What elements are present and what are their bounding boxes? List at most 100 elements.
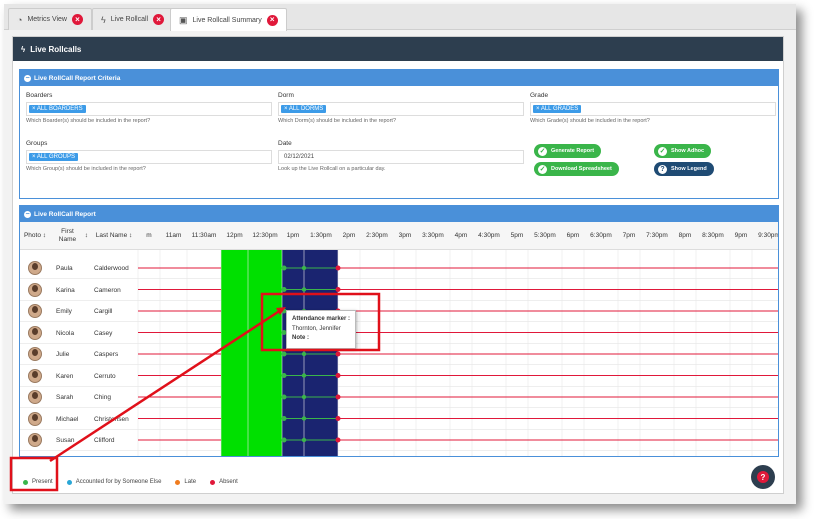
collapse-icon[interactable]: − — [24, 210, 31, 218]
tab-metrics-view[interactable]: ◔ Metrics View × — [8, 8, 92, 30]
time-column-header[interactable]: 7:30pm — [646, 232, 668, 240]
time-column-header[interactable]: 5pm — [510, 232, 524, 240]
grade-tag[interactable]: × ALL GRADES — [533, 105, 582, 113]
present-time-block — [221, 250, 282, 456]
tooltip-name: Thornton, Jennifer — [292, 325, 341, 332]
panel-title: Live Rollcalls — [30, 44, 82, 54]
dorm-select[interactable]: × ALL DORMS — [278, 102, 524, 116]
annotation-arrow-head — [276, 307, 286, 315]
time-column-header[interactable]: 1pm — [286, 232, 300, 240]
grade-select[interactable]: × ALL GRADES — [530, 102, 776, 116]
time-column-header[interactable]: 6:30pm — [590, 232, 612, 240]
time-column-header[interactable]: 8pm — [678, 232, 692, 240]
download-spreadsheet-button[interactable]: ✓ Download Spreadsheet — [534, 162, 619, 176]
time-column-header[interactable]: 11am — [165, 232, 182, 240]
time-column-header[interactable]: 9:30pm — [758, 232, 779, 240]
avatar — [28, 261, 42, 275]
tab-label: Live Rollcall — [110, 16, 149, 23]
dorm-tag[interactable]: × ALL DORMS — [281, 105, 327, 113]
collapse-icon[interactable]: − — [24, 74, 31, 82]
first-name-cell: Sarah — [56, 394, 74, 401]
time-column-header[interactable]: 4pm — [454, 232, 468, 240]
photo-column-header[interactable]: Photo ↕ — [23, 232, 47, 240]
dorm-help: Which Dorm(s) should be included in the … — [278, 118, 397, 124]
table-row[interactable]: Susan Clifford — [20, 430, 778, 451]
criteria-section: − Live RollCall Report Criteria Boarders… — [19, 69, 779, 199]
date-label: Date — [278, 140, 292, 147]
present-marker — [281, 394, 287, 400]
close-tab-icon[interactable]: × — [153, 14, 165, 25]
present-marker — [301, 351, 307, 357]
boarders-tag[interactable]: × ALL BOARDERS — [29, 105, 86, 113]
time-column-header[interactable]: 7pm — [622, 232, 636, 240]
table-row[interactable]: Sarah Ching — [20, 387, 778, 408]
first-name-cell: Julie — [56, 351, 70, 358]
last-name-column-header[interactable]: Last Name ↕ — [95, 232, 133, 240]
show-adhoc-button[interactable]: ✓ Show Adhoc — [654, 144, 712, 158]
avatar — [28, 325, 42, 340]
grade-field: Grade × ALL GRADES Which Grade(s) should… — [530, 92, 776, 124]
dorm-label: Dorm — [278, 92, 294, 99]
table-row[interactable]: Karina Cameron — [20, 280, 778, 301]
first-name-cell: Susan — [56, 437, 75, 444]
time-column-header[interactable]: 6pm — [566, 232, 580, 240]
time-column-header[interactable]: 3:30pm — [422, 232, 444, 240]
legend-dot — [66, 479, 72, 485]
time-column-header[interactable]: 4:30pm — [478, 232, 500, 240]
time-column-header[interactable]: 8:30pm — [702, 232, 724, 240]
present-marker — [301, 373, 307, 378]
present-marker — [281, 437, 287, 443]
accounted-time-block — [282, 250, 338, 456]
table-row[interactable]: Michael Christensen — [20, 409, 778, 430]
avatar — [28, 411, 42, 426]
groups-select[interactable]: × ALL GROUPS — [26, 150, 272, 164]
date-input[interactable]: 02/12/2021 — [278, 150, 524, 164]
time-column-header[interactable]: 11:30am — [191, 232, 217, 240]
tab-live-rollcall-summary[interactable]: ▣ Live Rollcall Summary × — [170, 8, 287, 31]
time-column-header[interactable]: m — [146, 232, 152, 240]
grade-label: Grade — [530, 92, 549, 99]
table-row[interactable]: Julie Caspers — [20, 344, 778, 365]
time-column-header[interactable]: 9pm — [734, 232, 748, 240]
time-column-header[interactable]: 2:30pm — [366, 232, 388, 240]
time-column-header[interactable]: 3pm — [398, 232, 412, 240]
help-chat-button[interactable]: ? — [751, 465, 775, 489]
table-row[interactable]: Emily Cargill — [20, 301, 778, 322]
first-name-column-header[interactable]: First Name ↕ — [58, 228, 88, 243]
legend-item-late: Late — [175, 479, 196, 485]
tab-live-rollcall[interactable]: ϟ Live Rollcall × — [92, 8, 174, 30]
generate-report-button[interactable]: ✓ Generate Report — [534, 144, 602, 158]
present-marker — [281, 416, 287, 421]
tooltip-highlight-box — [260, 292, 381, 352]
time-column-header[interactable]: 1:30pm — [310, 232, 332, 240]
present-marker — [281, 351, 287, 357]
table-row[interactable]: Karen Cerruto — [20, 366, 778, 387]
criteria-header[interactable]: − Live RollCall Report Criteria — [20, 70, 778, 86]
time-column-header[interactable]: 12:30pm — [252, 232, 278, 240]
absent-marker — [335, 437, 341, 443]
date-help: Look up the Live Rollcall on a particula… — [278, 166, 386, 172]
panel-header: ϟ Live Rollcalls — [13, 37, 783, 61]
last-name-cell: Casey — [94, 329, 113, 337]
table-row[interactable]: Nicola Casey — [20, 323, 778, 344]
attendance-tooltip: Attendance marker : Thornton, Jennifer N… — [286, 310, 357, 349]
table-row[interactable]: Paula Calderwood — [20, 258, 778, 279]
boarders-select[interactable]: × ALL BOARDERS — [26, 102, 272, 116]
legend-item-accounted: Accounted for by Someone Else — [66, 479, 161, 485]
time-column-header[interactable]: 2pm — [342, 232, 356, 240]
present-marker — [301, 265, 307, 271]
show-legend-button[interactable]: ? Show Legend — [654, 162, 714, 176]
dorm-field: Dorm × ALL DORMS Which Dorm(s) should be… — [278, 92, 524, 124]
first-name-cell: Paula — [56, 265, 73, 272]
app-window: ◔ Metrics View × ϟ Live Rollcall × ▣ Liv… — [4, 4, 796, 504]
first-name-cell: Michael — [56, 415, 79, 423]
present-highlight-box — [9, 456, 59, 492]
close-tab-icon[interactable]: × — [266, 14, 278, 26]
report-header[interactable]: − Live RollCall Report — [20, 206, 778, 222]
boarders-label: Boarders — [26, 92, 53, 99]
present-marker — [281, 330, 287, 335]
groups-tag[interactable]: × ALL GROUPS — [29, 153, 78, 161]
time-column-header[interactable]: 12pm — [226, 232, 243, 240]
close-tab-icon[interactable]: × — [71, 14, 83, 25]
time-column-header[interactable]: 5:30pm — [534, 232, 556, 240]
